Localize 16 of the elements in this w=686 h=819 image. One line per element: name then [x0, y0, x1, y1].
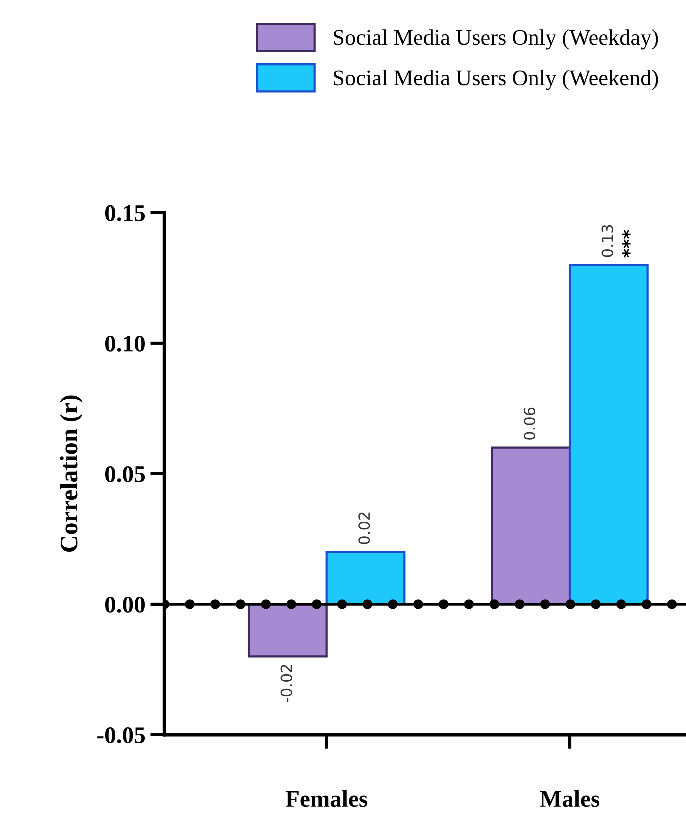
- y-tick-label: 0.00: [105, 596, 145, 613]
- y-tick-label: -0.05: [98, 727, 146, 744]
- y-tick-label: 0.05: [105, 466, 146, 482]
- y-axis-title: Correlation (r): [60, 396, 83, 552]
- bar: [248, 603, 328, 658]
- y-tick-label: 0.15: [105, 205, 146, 222]
- legend-label: Social Media Users Only (Weekend): [334, 70, 658, 90]
- annotation: ***: [622, 230, 631, 258]
- data-label: 0.06: [524, 408, 536, 440]
- data-label: 0.02: [358, 512, 370, 544]
- y-tick-label: 0.10: [105, 336, 145, 352]
- data-label: -0.02: [280, 665, 292, 702]
- legend-label: Social Media Users Only (Weekday): [334, 30, 658, 50]
- data-label: 0.13: [602, 225, 614, 258]
- x-tick-label: Males: [540, 790, 600, 808]
- x-tick-label: Females: [286, 790, 368, 808]
